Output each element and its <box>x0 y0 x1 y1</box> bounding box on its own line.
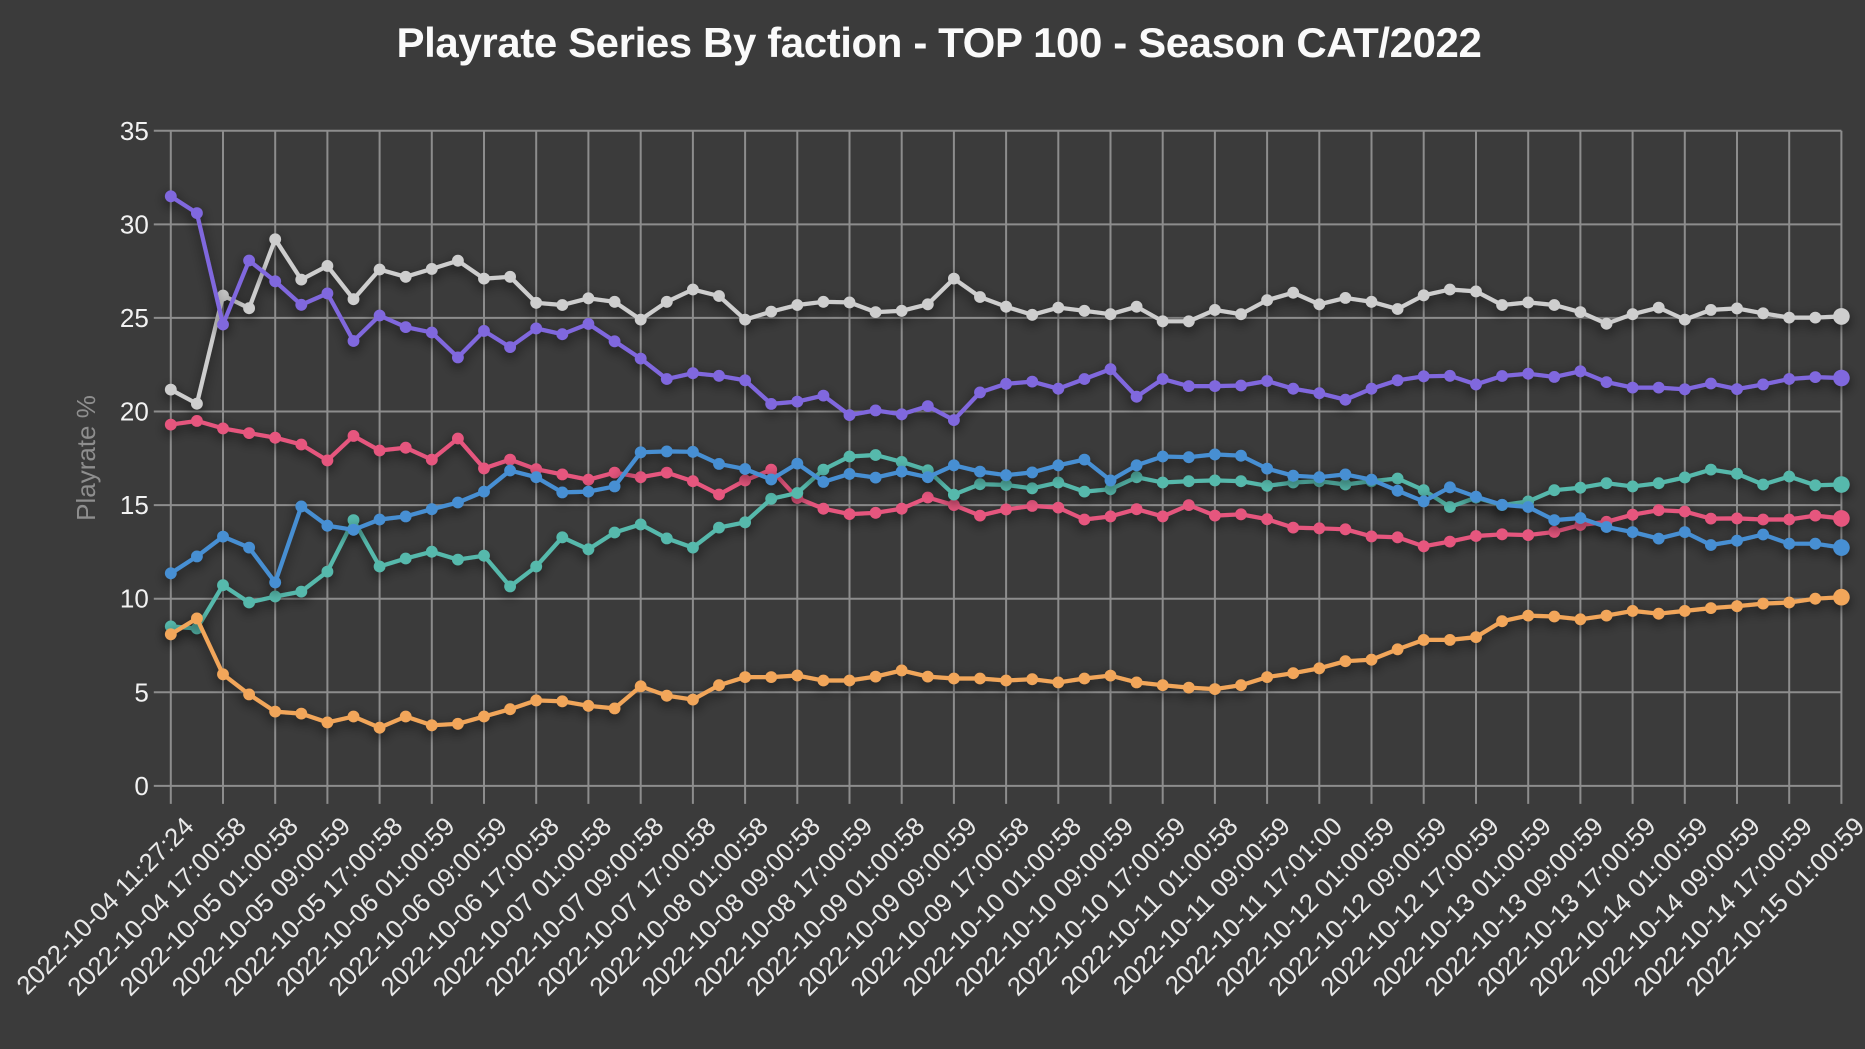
svg-text:20: 20 <box>120 397 149 427</box>
svg-text:15: 15 <box>120 490 149 520</box>
svg-text:Playrate Series By faction - T: Playrate Series By faction - TOP 100 - S… <box>397 19 1482 66</box>
svg-text:35: 35 <box>120 116 149 146</box>
svg-text:5: 5 <box>134 677 148 707</box>
svg-text:Playrate %: Playrate % <box>71 395 101 521</box>
svg-text:0: 0 <box>134 771 148 801</box>
svg-text:10: 10 <box>120 584 149 614</box>
svg-text:30: 30 <box>120 209 149 239</box>
svg-text:25: 25 <box>120 303 149 333</box>
